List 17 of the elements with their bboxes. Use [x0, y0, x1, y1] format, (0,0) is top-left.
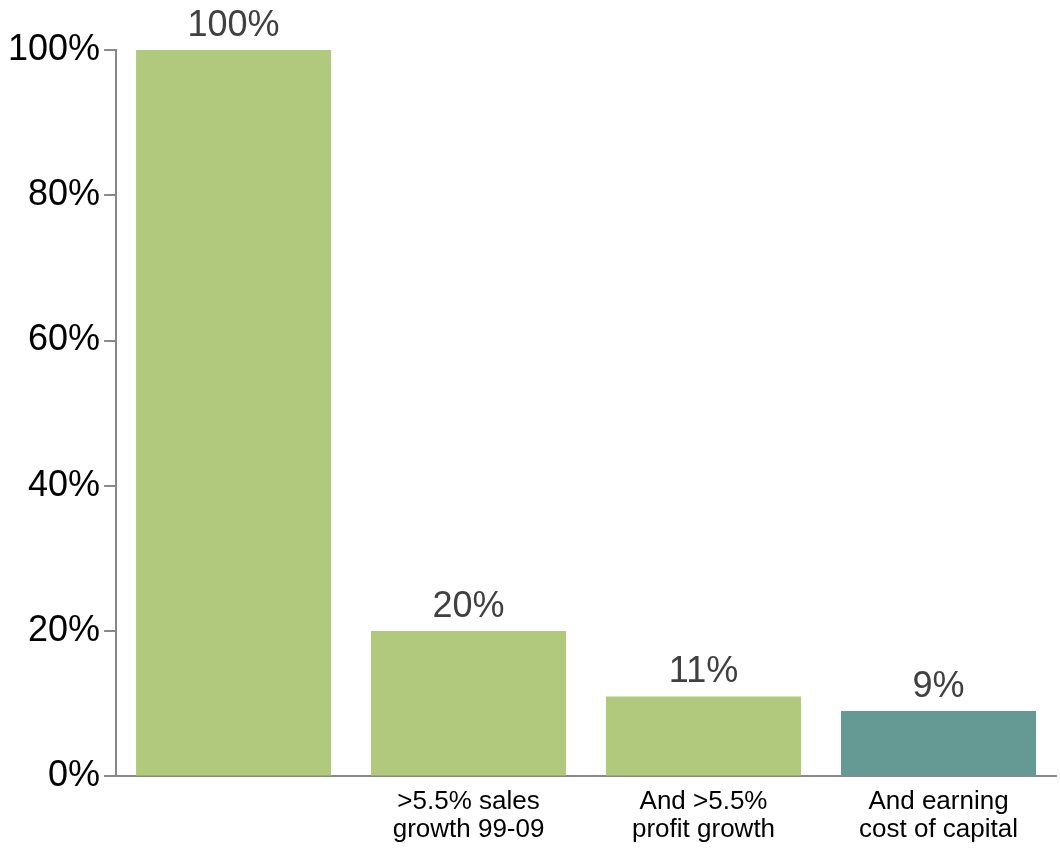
- data-label: 11%: [668, 649, 739, 691]
- bar: [371, 631, 567, 776]
- x-tick-label: And >5.5% profit growth: [631, 785, 776, 843]
- bar: [136, 50, 332, 776]
- x-tick-label: And earning cost of capital: [859, 785, 1018, 843]
- data-label: 20%: [432, 584, 505, 626]
- bar: [840, 711, 1037, 776]
- data-label: 9%: [912, 663, 965, 705]
- y-tick-label: 60%: [28, 317, 101, 359]
- y-tick-label: 100%: [8, 26, 101, 68]
- y-tick-label: 20%: [28, 608, 101, 650]
- data-label: 100%: [187, 2, 280, 44]
- bar: [606, 696, 802, 776]
- y-tick-label: 80%: [28, 172, 101, 214]
- y-tick-label: 40%: [28, 462, 101, 504]
- y-tick-label: 0%: [48, 753, 101, 795]
- x-tick-label: >5.5% sales growth 99-09: [392, 785, 545, 843]
